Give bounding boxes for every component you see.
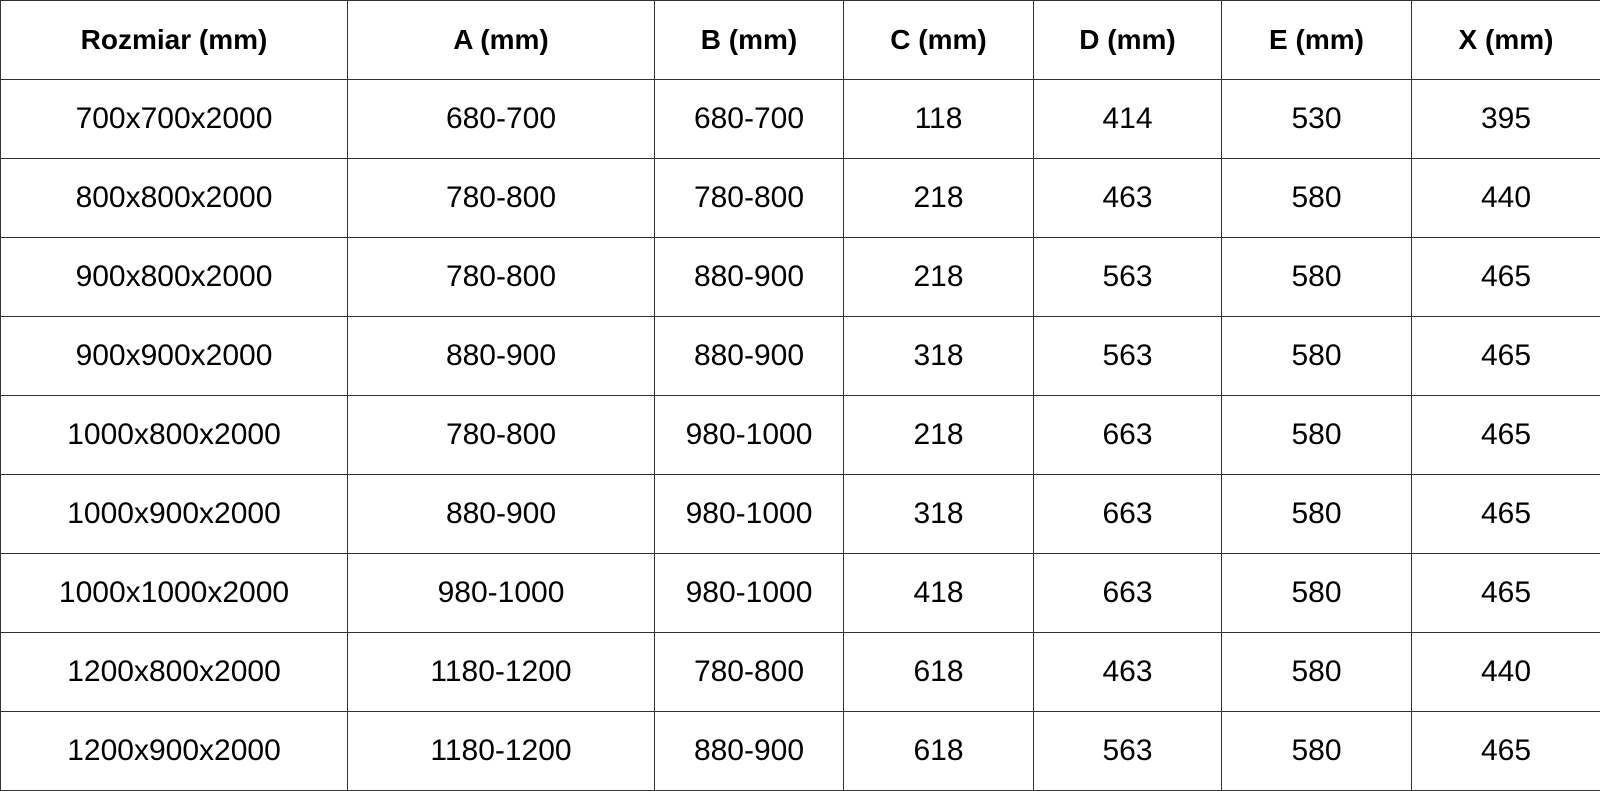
table-cell: 680-700: [348, 80, 655, 159]
table-cell: 900x900x2000: [1, 317, 348, 396]
table-cell: 680-700: [655, 80, 844, 159]
table-cell: 1000x1000x2000: [1, 554, 348, 633]
table-cell: 980-1000: [348, 554, 655, 633]
table-cell: 618: [844, 712, 1034, 791]
table-cell: 700x700x2000: [1, 80, 348, 159]
table-cell: 218: [844, 159, 1034, 238]
table-cell: 1000x900x2000: [1, 475, 348, 554]
table-cell: 580: [1222, 712, 1412, 791]
table-cell: 563: [1034, 238, 1222, 317]
table-cell: 563: [1034, 317, 1222, 396]
table-cell: 663: [1034, 396, 1222, 475]
table-cell: 663: [1034, 554, 1222, 633]
table-cell: 465: [1412, 396, 1600, 475]
table-cell: 465: [1412, 712, 1600, 791]
table-cell: 1200x800x2000: [1, 633, 348, 712]
table-cell: 414: [1034, 80, 1222, 159]
table-cell: 463: [1034, 159, 1222, 238]
table-cell: 780-800: [348, 159, 655, 238]
table-cell: 780-800: [655, 159, 844, 238]
column-header: Rozmiar (mm): [1, 1, 348, 80]
table-cell: 318: [844, 475, 1034, 554]
table-cell: 1000x800x2000: [1, 396, 348, 475]
table-cell: 1180-1200: [348, 712, 655, 791]
table-cell: 465: [1412, 554, 1600, 633]
table-cell: 880-900: [655, 238, 844, 317]
table-cell: 980-1000: [655, 475, 844, 554]
table-cell: 580: [1222, 238, 1412, 317]
table-cell: 580: [1222, 475, 1412, 554]
table-cell: 318: [844, 317, 1034, 396]
column-header: B (mm): [655, 1, 844, 80]
column-header: X (mm): [1412, 1, 1600, 80]
column-header: C (mm): [844, 1, 1034, 80]
table-cell: 1200x900x2000: [1, 712, 348, 791]
table-cell: 463: [1034, 633, 1222, 712]
table-cell: 980-1000: [655, 396, 844, 475]
table-cell: 780-800: [348, 396, 655, 475]
table-cell: 880-900: [348, 475, 655, 554]
table-cell: 980-1000: [655, 554, 844, 633]
table-cell: 580: [1222, 633, 1412, 712]
table-cell: 663: [1034, 475, 1222, 554]
column-header: A (mm): [348, 1, 655, 80]
table-cell: 780-800: [655, 633, 844, 712]
table-cell: 118: [844, 80, 1034, 159]
table-cell: 395: [1412, 80, 1600, 159]
table-cell: 800x800x2000: [1, 159, 348, 238]
table-cell: 880-900: [655, 317, 844, 396]
table-cell: 580: [1222, 396, 1412, 475]
column-header: D (mm): [1034, 1, 1222, 80]
column-header: E (mm): [1222, 1, 1412, 80]
table-cell: 780-800: [348, 238, 655, 317]
table-cell: 465: [1412, 317, 1600, 396]
table-cell: 900x800x2000: [1, 238, 348, 317]
table-cell: 580: [1222, 159, 1412, 238]
table-cell: 465: [1412, 475, 1600, 554]
table-cell: 465: [1412, 238, 1600, 317]
table-cell: 440: [1412, 159, 1600, 238]
table-cell: 418: [844, 554, 1034, 633]
table-cell: 880-900: [655, 712, 844, 791]
table-cell: 618: [844, 633, 1034, 712]
table-cell: 218: [844, 396, 1034, 475]
header-row: Rozmiar (mm)A (mm)B (mm)C (mm)D (mm)E (m…: [1, 1, 1600, 80]
table-cell: 218: [844, 238, 1034, 317]
table-cell: 580: [1222, 554, 1412, 633]
table-cell: 1180-1200: [348, 633, 655, 712]
table-cell: 440: [1412, 633, 1600, 712]
table-cell: 563: [1034, 712, 1222, 791]
table-cell: 530: [1222, 80, 1412, 159]
table-cell: 580: [1222, 317, 1412, 396]
table-cell: 880-900: [348, 317, 655, 396]
